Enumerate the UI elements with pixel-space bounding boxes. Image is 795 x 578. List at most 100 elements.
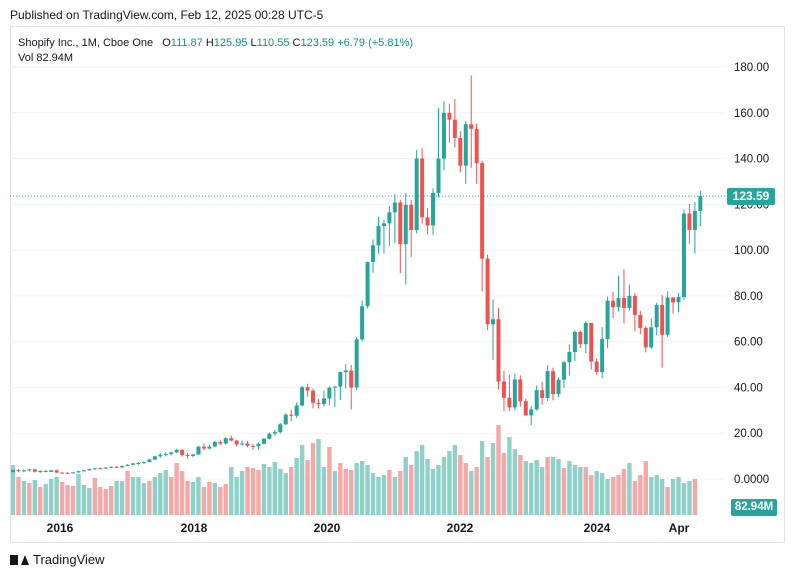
candle-body bbox=[218, 441, 223, 444]
volume-bar bbox=[632, 481, 638, 515]
volume-bar bbox=[212, 483, 218, 515]
volume-bar bbox=[332, 471, 338, 515]
volume-bar bbox=[359, 461, 365, 515]
candle-body bbox=[458, 137, 463, 166]
volume-bar bbox=[654, 475, 659, 515]
candle-body bbox=[223, 438, 228, 444]
candle-body bbox=[212, 441, 217, 447]
candle-body bbox=[207, 446, 212, 449]
candle-body bbox=[27, 469, 32, 471]
volume-bar bbox=[479, 441, 485, 515]
volume-bar bbox=[168, 477, 174, 515]
y-tick-label: 180.00 bbox=[734, 62, 769, 74]
candle-body bbox=[621, 297, 626, 309]
volume-bar bbox=[92, 478, 98, 515]
grid-lines bbox=[10, 66, 726, 480]
x-tick-label: Apr bbox=[669, 521, 690, 535]
volume-bar bbox=[419, 445, 425, 515]
volume-bar bbox=[534, 460, 539, 515]
volume-bar bbox=[294, 458, 299, 515]
candle-body bbox=[125, 464, 130, 466]
candle-body bbox=[578, 331, 583, 345]
candle-body bbox=[196, 446, 201, 455]
candle-body bbox=[594, 361, 599, 373]
volume-bar bbox=[381, 475, 387, 515]
volume-bar bbox=[665, 487, 670, 515]
chart-frame[interactable] bbox=[10, 26, 785, 543]
candle-body bbox=[545, 371, 550, 398]
volume-bar bbox=[605, 479, 610, 515]
volume-bar bbox=[239, 471, 245, 515]
brand-name: TradingView bbox=[33, 552, 105, 567]
x-tick-label: 2022 bbox=[447, 521, 474, 535]
candle-body bbox=[687, 213, 692, 230]
volume-bar bbox=[179, 471, 185, 515]
volume-bar bbox=[659, 479, 665, 515]
volume-bar bbox=[327, 447, 332, 515]
volume-bar bbox=[496, 425, 501, 515]
candle-body bbox=[485, 258, 490, 325]
candle-body bbox=[611, 300, 616, 308]
volume-bar bbox=[610, 477, 616, 515]
volume-bar bbox=[43, 484, 48, 515]
volume-bar bbox=[414, 451, 419, 515]
candle-body bbox=[420, 158, 425, 218]
volume-bar bbox=[507, 437, 512, 515]
volume-bar bbox=[289, 467, 294, 515]
x-tick-label: 2018 bbox=[181, 521, 208, 535]
legend-close: 123.59 bbox=[300, 37, 335, 49]
volume-bar bbox=[54, 477, 59, 515]
candle-body bbox=[81, 470, 86, 472]
volume-bar bbox=[147, 481, 152, 515]
volume-bar bbox=[354, 463, 359, 515]
candle-body bbox=[332, 386, 337, 388]
volume-bar bbox=[545, 457, 550, 515]
candle-body bbox=[589, 322, 594, 362]
candle-body bbox=[38, 470, 43, 472]
volume-bar bbox=[218, 487, 223, 515]
candle-body bbox=[643, 327, 648, 348]
volume-bar bbox=[223, 484, 228, 515]
candle-body bbox=[409, 204, 414, 230]
candle-body bbox=[692, 210, 697, 230]
candle-body bbox=[174, 449, 179, 453]
legend-symbol[interactable]: Shopify Inc., 1M, Cboe One bbox=[18, 37, 154, 49]
volume-bar bbox=[687, 481, 692, 515]
candle-body bbox=[605, 300, 610, 340]
volume-bar bbox=[469, 471, 474, 515]
footer-brand[interactable]: TradingView bbox=[10, 552, 105, 567]
volume-bar bbox=[310, 443, 316, 515]
volume-bar bbox=[638, 475, 643, 515]
candle-body bbox=[65, 472, 70, 474]
candle-body bbox=[60, 472, 65, 474]
candle-body bbox=[316, 402, 321, 405]
volume-bar bbox=[621, 469, 627, 515]
candle-body bbox=[321, 398, 326, 405]
volume-legend: Vol 82.94M bbox=[18, 52, 73, 64]
volume-bar bbox=[87, 488, 92, 515]
volume-bar bbox=[430, 469, 436, 515]
candle-body bbox=[311, 390, 316, 403]
candle-body bbox=[71, 472, 76, 474]
candle-body bbox=[403, 204, 408, 245]
volume-bar bbox=[349, 470, 354, 515]
candle-body bbox=[365, 262, 370, 307]
volume-bar bbox=[578, 467, 583, 515]
volume-bar bbox=[392, 477, 398, 515]
candle-body bbox=[185, 454, 190, 456]
candle-body bbox=[463, 124, 468, 166]
candle-body bbox=[676, 297, 681, 303]
y-tick-label: 60.00 bbox=[734, 337, 763, 349]
volume-bars bbox=[10, 425, 698, 515]
volume-label: Vol bbox=[18, 52, 34, 64]
candle-body bbox=[583, 322, 588, 345]
volume-bar bbox=[692, 479, 698, 515]
candle-body bbox=[136, 462, 141, 464]
candle-body bbox=[201, 446, 206, 449]
candle-body bbox=[234, 440, 239, 445]
volume-bar bbox=[583, 467, 588, 515]
candle-body bbox=[163, 454, 168, 456]
candle-body bbox=[272, 432, 277, 434]
legend-open: 111.87 bbox=[170, 37, 203, 49]
